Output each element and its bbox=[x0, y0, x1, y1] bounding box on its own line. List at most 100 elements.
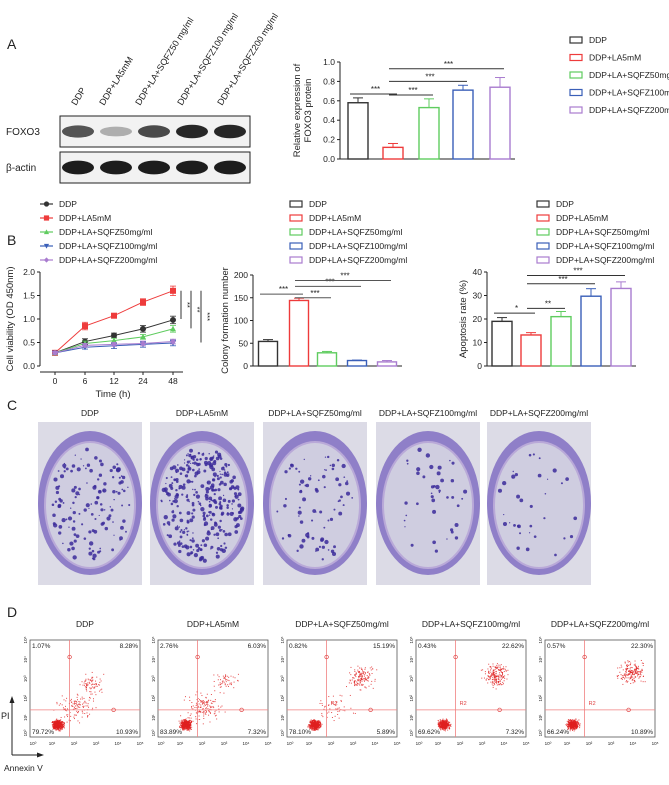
colony-dot bbox=[88, 507, 90, 509]
event-dot bbox=[85, 673, 87, 675]
legend-label: DDP+LA+SQFZ50mg/ml bbox=[556, 227, 650, 237]
event-dot bbox=[578, 723, 580, 725]
colony-dot bbox=[175, 480, 179, 484]
event-dot bbox=[484, 673, 486, 675]
event-dot bbox=[229, 683, 231, 685]
event-dot bbox=[575, 718, 577, 720]
event-dot bbox=[360, 678, 362, 680]
event-dot bbox=[364, 667, 366, 669]
event-dot bbox=[625, 671, 627, 673]
colony-dot bbox=[456, 504, 460, 508]
colony-dot bbox=[232, 512, 234, 515]
event-dot bbox=[567, 724, 569, 726]
event-dot bbox=[357, 679, 359, 681]
event-dot bbox=[441, 723, 443, 725]
legend-swatch bbox=[289, 200, 303, 208]
event-dot bbox=[641, 662, 643, 664]
event-dot bbox=[59, 730, 61, 732]
y-tick-label: 1.0 bbox=[323, 57, 335, 67]
event-dot bbox=[220, 679, 222, 681]
significance-label: * bbox=[515, 304, 518, 313]
event-dot bbox=[95, 683, 97, 685]
event-dot bbox=[191, 726, 193, 728]
event-dot bbox=[200, 701, 202, 703]
legend-swatch bbox=[536, 256, 550, 264]
event-dot bbox=[565, 724, 567, 726]
event-dot bbox=[182, 724, 184, 726]
colony-dot bbox=[116, 463, 119, 466]
event-dot bbox=[317, 726, 319, 728]
colony-dot bbox=[57, 470, 60, 472]
colony-dot bbox=[432, 509, 437, 514]
colony-dot bbox=[560, 482, 563, 485]
event-dot bbox=[625, 668, 627, 670]
significance-label: *** bbox=[573, 267, 582, 276]
event-dot bbox=[185, 721, 187, 723]
event-dot bbox=[623, 673, 625, 675]
event-dot bbox=[317, 725, 319, 727]
event-dot bbox=[331, 716, 333, 718]
legend-swatch bbox=[289, 214, 303, 222]
legend-swatch bbox=[569, 88, 583, 97]
event-dot bbox=[622, 677, 624, 679]
event-dot bbox=[573, 720, 575, 722]
event-dot bbox=[444, 720, 446, 722]
event-dot bbox=[309, 728, 311, 730]
event-dot bbox=[493, 674, 495, 676]
event-dot bbox=[209, 721, 211, 723]
event-dot bbox=[320, 725, 322, 727]
event-dot bbox=[500, 671, 502, 673]
event-dot bbox=[442, 728, 444, 730]
event-dot bbox=[319, 721, 321, 723]
colony-dot bbox=[89, 468, 93, 473]
event-dot bbox=[181, 726, 183, 728]
event-dot bbox=[638, 676, 640, 678]
event-dot bbox=[497, 675, 499, 677]
legend-label: DDP+LA5mM bbox=[309, 213, 361, 223]
event-dot bbox=[574, 725, 576, 727]
event-dot bbox=[443, 720, 445, 722]
colony-dot bbox=[174, 494, 179, 499]
event-dot bbox=[206, 701, 208, 703]
colony-dot bbox=[173, 498, 178, 504]
event-dot bbox=[633, 677, 635, 679]
event-dot bbox=[629, 669, 631, 671]
event-dot bbox=[224, 683, 226, 685]
event-dot bbox=[442, 724, 444, 726]
y-tick-label: 0.6 bbox=[323, 96, 335, 106]
x-tick-label: 10¹ bbox=[49, 741, 56, 746]
event-dot bbox=[92, 707, 94, 709]
colony-dot bbox=[191, 462, 194, 465]
event-dot bbox=[317, 722, 319, 724]
event-dot bbox=[96, 676, 98, 678]
y-tick-label: 10² bbox=[23, 694, 28, 701]
event-dot bbox=[186, 724, 188, 726]
event-dot bbox=[363, 671, 365, 673]
event-dot bbox=[337, 713, 339, 715]
bar-4 bbox=[610, 287, 632, 367]
colony-dot bbox=[200, 484, 205, 489]
event-dot bbox=[198, 715, 200, 717]
event-dot bbox=[441, 725, 443, 727]
event-dot bbox=[230, 684, 232, 686]
event-dot bbox=[442, 726, 444, 728]
event-dot bbox=[57, 720, 59, 722]
event-dot bbox=[187, 726, 189, 728]
event-dot bbox=[188, 728, 190, 730]
event-dot bbox=[95, 707, 97, 709]
colony-dot bbox=[569, 535, 574, 539]
event-dot bbox=[572, 726, 574, 728]
event-dot bbox=[634, 669, 636, 671]
flow-frame bbox=[157, 639, 269, 738]
event-dot bbox=[315, 723, 317, 725]
significance-label: *** bbox=[203, 312, 212, 321]
colony-dot bbox=[91, 557, 94, 560]
event-dot bbox=[91, 693, 93, 695]
event-dot bbox=[566, 725, 568, 727]
event-dot bbox=[313, 723, 315, 725]
event-dot bbox=[625, 669, 627, 671]
event-dot bbox=[197, 700, 199, 702]
event-dot bbox=[312, 728, 314, 730]
event-dot bbox=[313, 729, 315, 731]
